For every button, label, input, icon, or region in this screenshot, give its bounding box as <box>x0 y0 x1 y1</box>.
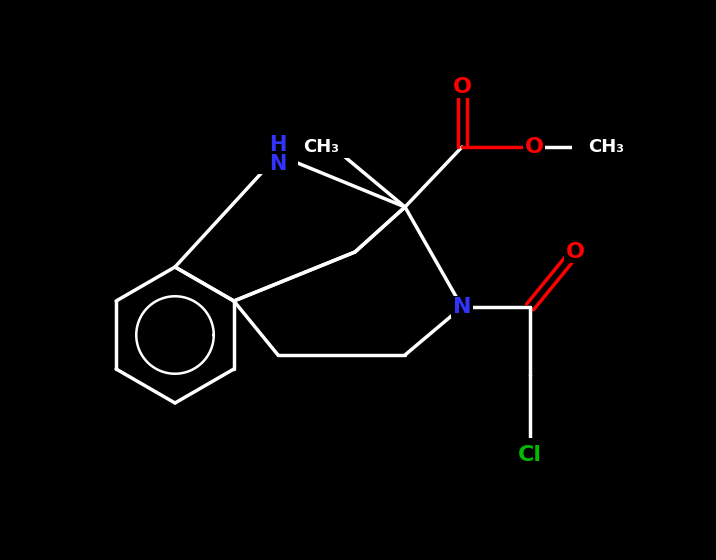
Text: CH₃: CH₃ <box>303 138 339 156</box>
Text: H: H <box>269 135 286 155</box>
Bar <box>451 296 473 318</box>
Text: CH₃: CH₃ <box>588 138 624 156</box>
Text: Cl: Cl <box>518 445 542 465</box>
Text: O: O <box>453 77 472 97</box>
Bar <box>311 136 356 158</box>
Bar <box>515 438 545 462</box>
Bar <box>258 136 298 174</box>
Bar <box>523 136 545 158</box>
Bar <box>564 241 586 263</box>
Text: O: O <box>525 137 543 157</box>
Bar <box>451 76 473 98</box>
Bar <box>571 136 616 158</box>
Text: O: O <box>566 242 584 262</box>
Text: N: N <box>453 297 471 317</box>
Text: N: N <box>269 154 286 174</box>
